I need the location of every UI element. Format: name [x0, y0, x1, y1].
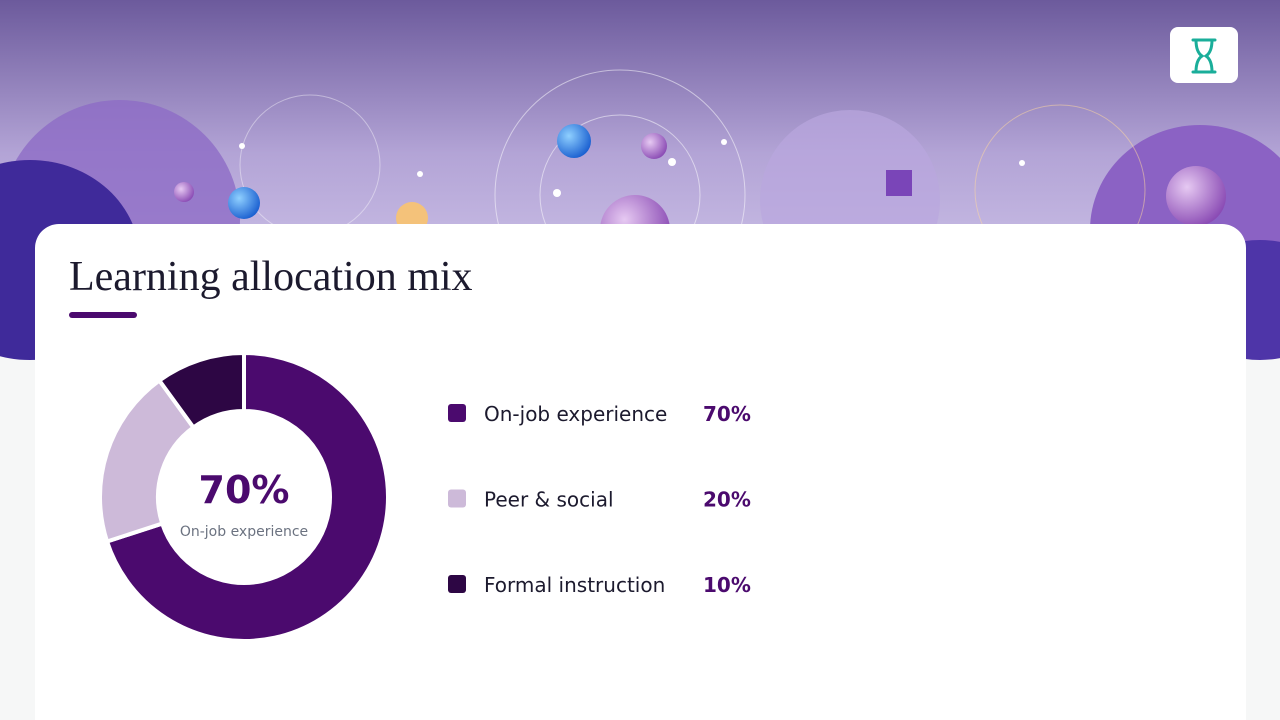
logo	[1170, 27, 1238, 83]
title-underline	[69, 312, 137, 318]
legend-swatch	[448, 404, 466, 422]
legend-label: On-job experience	[484, 402, 667, 426]
center-value: 70%	[199, 468, 290, 512]
donut-slice	[156, 350, 246, 431]
center-label: On-job experience	[180, 524, 308, 540]
legend-label: Formal instruction	[484, 573, 665, 597]
legend-value: 10%	[703, 573, 751, 597]
donut-slice	[98, 377, 197, 545]
legend-value: 20%	[703, 488, 751, 512]
legend-swatch	[448, 489, 466, 508]
legend-swatch	[448, 575, 466, 593]
donut	[98, 350, 390, 643]
legend-value: 70%	[703, 402, 751, 426]
legend-label: Peer & social	[484, 488, 614, 512]
chart-title: Learning allocation mix	[69, 254, 473, 300]
donut-slice	[104, 350, 390, 643]
legend: On-job experience 70% Peer & social 20% Form…	[448, 402, 751, 597]
